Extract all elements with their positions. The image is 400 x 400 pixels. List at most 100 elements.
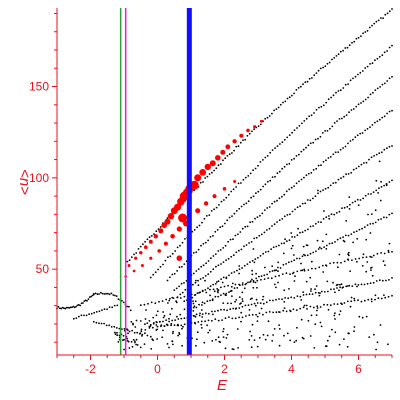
data-point (267, 320, 270, 323)
data-point (351, 259, 353, 261)
data-point (376, 120, 379, 123)
highlighted-points (124, 119, 263, 278)
data-point (384, 13, 387, 16)
data-point (238, 249, 240, 252)
data-point (338, 343, 341, 346)
data-point (153, 233, 155, 236)
data-point (249, 172, 252, 175)
data-point (336, 261, 339, 264)
data-point (155, 324, 158, 326)
data-point (129, 309, 132, 312)
data-point (366, 224, 369, 227)
data-point (202, 242, 205, 245)
data-point (348, 196, 351, 199)
data-point (374, 209, 377, 212)
data-point (358, 257, 361, 260)
data-point (264, 156, 267, 159)
data-point (310, 171, 313, 174)
data-point (317, 221, 320, 223)
data-point (284, 297, 286, 299)
data-point (266, 116, 269, 119)
data-point (333, 314, 336, 317)
data-point (222, 292, 225, 295)
data-point (232, 307, 235, 310)
data-point (72, 317, 75, 320)
data-point (368, 26, 371, 29)
data-point (334, 241, 336, 243)
data-point (296, 257, 298, 260)
data-point (353, 297, 356, 300)
data-point (245, 202, 248, 205)
data-point (391, 44, 393, 47)
data-point (379, 324, 382, 326)
data-point (116, 331, 118, 334)
data-point (251, 273, 254, 276)
data-point (159, 226, 162, 228)
data-point (262, 185, 264, 188)
data-point (315, 314, 318, 316)
data-point (386, 112, 388, 115)
data-point (374, 121, 376, 124)
data-point (195, 251, 198, 254)
data-point (367, 213, 369, 216)
data-point (324, 130, 326, 132)
data-point (271, 176, 274, 179)
data-point (279, 103, 282, 106)
data-point (363, 162, 365, 164)
data-point (253, 237, 256, 240)
data-point (346, 285, 349, 287)
data-point (200, 320, 203, 323)
data-point (391, 145, 393, 147)
data-point (229, 238, 232, 241)
data-point (249, 261, 251, 263)
data-point (379, 199, 382, 202)
data-point (327, 157, 330, 159)
data-point (383, 294, 385, 296)
data-point (228, 316, 230, 318)
x-axis-label: E (217, 377, 228, 394)
data-point (256, 345, 259, 348)
data-point (113, 304, 116, 307)
data-point (288, 288, 290, 290)
data-point (353, 330, 355, 333)
data-point (350, 109, 353, 111)
data-point (241, 298, 244, 300)
data-point (278, 244, 280, 247)
data-point (311, 293, 314, 295)
data-point (299, 295, 302, 298)
data-point (180, 317, 183, 320)
data-point (311, 77, 313, 79)
data-point (220, 200, 223, 203)
data-point (338, 253, 341, 256)
data-point (254, 217, 256, 220)
data-point (72, 305, 75, 308)
data-point (217, 319, 220, 322)
highlight-point (139, 251, 143, 255)
data-point (224, 157, 227, 160)
data-point (370, 298, 373, 301)
data-point (312, 169, 315, 171)
data-point (314, 291, 317, 294)
data-point (237, 182, 240, 185)
data-point (340, 283, 343, 286)
data-point (222, 276, 225, 279)
data-point (203, 217, 206, 220)
data-point (240, 205, 243, 208)
data-point (217, 164, 220, 167)
data-point (338, 313, 341, 316)
data-point (166, 323, 169, 326)
data-point (208, 173, 211, 175)
data-point (313, 347, 316, 349)
data-point (217, 309, 219, 312)
data-point (201, 221, 203, 224)
data-point (305, 293, 308, 296)
data-point (243, 245, 245, 248)
data-point (142, 243, 144, 246)
data-point (209, 299, 211, 302)
data-point (237, 347, 240, 349)
data-point (350, 296, 353, 299)
y-tick-label: 150 (29, 80, 49, 94)
data-point (298, 125, 301, 127)
data-point (170, 324, 173, 327)
data-point (370, 266, 373, 269)
